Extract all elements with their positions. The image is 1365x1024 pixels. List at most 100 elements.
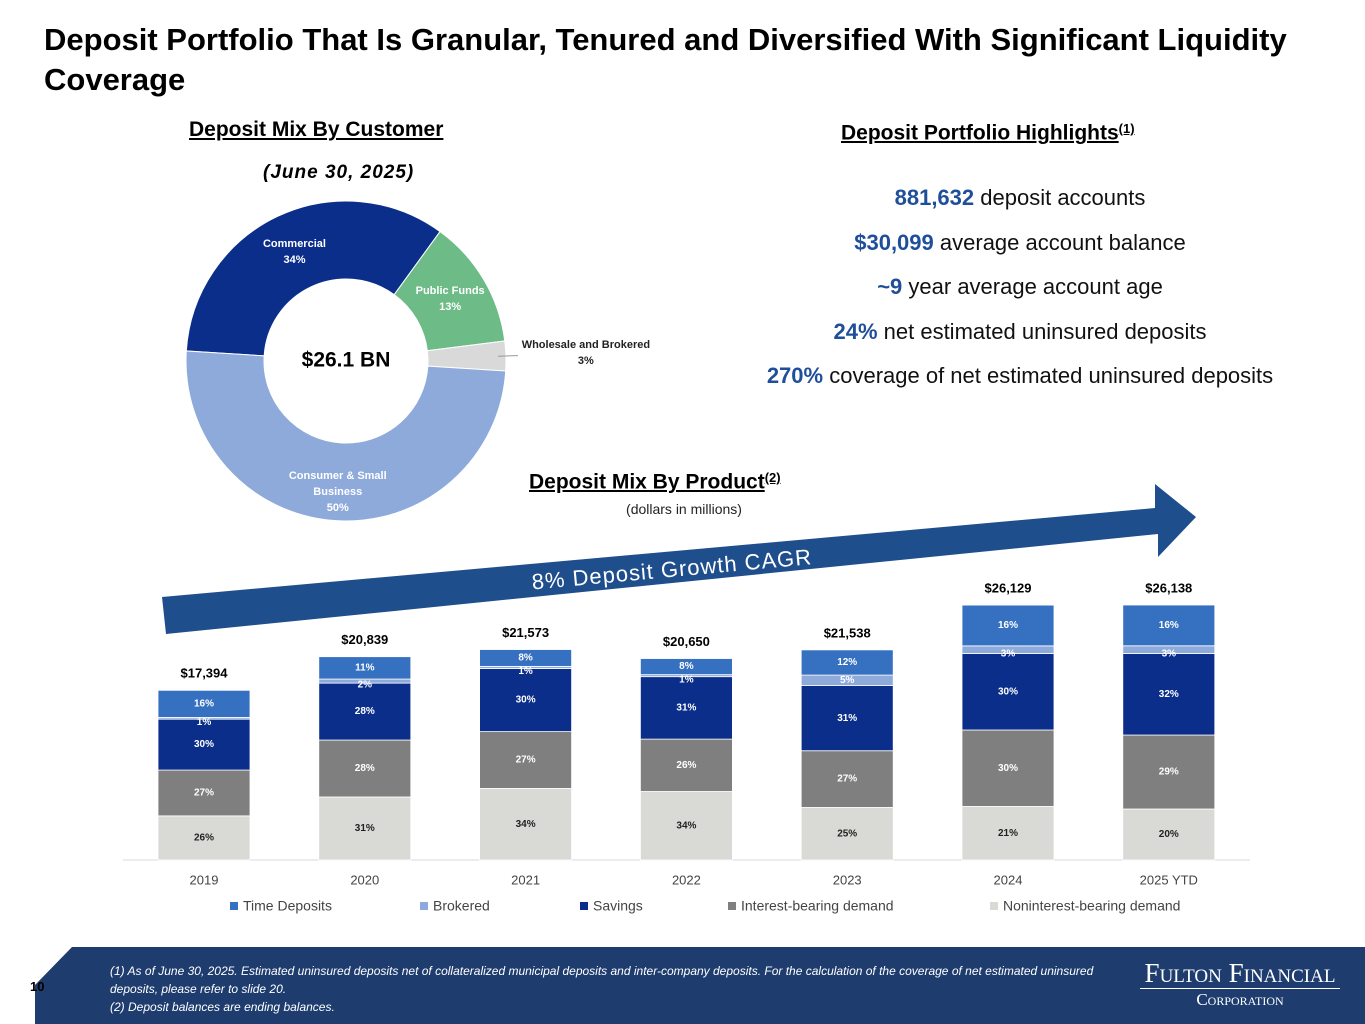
slice-value: 50% bbox=[326, 501, 349, 514]
x-tick-label: 2022 bbox=[672, 872, 701, 887]
segment-label: 1% bbox=[518, 666, 533, 677]
donut-label: Wholesale and Brokered 3% bbox=[521, 337, 651, 369]
segment-label: 27% bbox=[194, 788, 214, 799]
highlight: 270% coverage of net estimated uninsured… bbox=[720, 363, 1320, 389]
highlight-value: 881,632 bbox=[894, 185, 975, 210]
segment-label: 30% bbox=[998, 686, 1018, 697]
bar-segment bbox=[800, 750, 894, 808]
segment-label: 3% bbox=[1162, 648, 1177, 659]
segment-label: 12% bbox=[837, 657, 857, 668]
bar-segment bbox=[157, 815, 251, 861]
footer-corner bbox=[35, 947, 72, 985]
segment-label: 31% bbox=[676, 703, 696, 714]
legend-swatch bbox=[728, 902, 736, 910]
logo: Fulton Financial Corporation bbox=[1140, 958, 1340, 1011]
bar-segment bbox=[800, 685, 894, 752]
segment-label: 27% bbox=[516, 755, 536, 766]
bar-segment bbox=[157, 689, 251, 718]
segment-label: 1% bbox=[679, 674, 694, 685]
bar-segment bbox=[479, 668, 573, 733]
bar-segment bbox=[1122, 653, 1216, 736]
segment-label: 25% bbox=[837, 828, 857, 839]
bar-segment bbox=[961, 653, 1055, 731]
bar-segment bbox=[318, 796, 412, 861]
legend-label: Noninterest-bearing demand bbox=[1003, 898, 1180, 914]
x-tick-label: 2019 bbox=[190, 872, 219, 887]
leader-line bbox=[497, 355, 518, 357]
highlight-text: net estimated uninsured deposits bbox=[883, 318, 1207, 344]
highlight-value: 270% bbox=[766, 363, 824, 388]
logo-line1: Fulton Financial bbox=[1140, 958, 1340, 989]
page-number: 10 bbox=[30, 979, 45, 994]
segment-label: 28% bbox=[355, 763, 375, 774]
donut-subtitle: (June 30, 2025) bbox=[263, 162, 415, 183]
bar-segment bbox=[640, 738, 733, 792]
segment-label: 26% bbox=[194, 833, 214, 844]
slice-name: Public Funds bbox=[415, 285, 485, 298]
bar-segment bbox=[318, 739, 412, 798]
bar-segment bbox=[479, 788, 573, 861]
bar-segment bbox=[1122, 808, 1216, 861]
bar-segment bbox=[961, 806, 1055, 861]
bar-subtitle: (dollars in millions) bbox=[626, 501, 742, 517]
x-tick-label: 2025 YTD bbox=[1140, 872, 1198, 887]
donut-slice bbox=[185, 200, 441, 357]
segment-label: 8% bbox=[679, 661, 694, 672]
slice-value: 13% bbox=[439, 301, 462, 314]
legend-label: Time Deposits bbox=[243, 898, 332, 914]
segment-label: 2% bbox=[358, 680, 373, 691]
segment-label: 11% bbox=[355, 663, 375, 674]
highlight: 881,632 deposit accounts bbox=[720, 185, 1320, 211]
segment-label: 16% bbox=[1159, 620, 1179, 631]
footer-band bbox=[35, 947, 1365, 1024]
segment-label: 28% bbox=[355, 706, 375, 717]
slice-value: 3% bbox=[577, 355, 594, 368]
legend-label: Brokered bbox=[433, 898, 490, 914]
segment-label: 29% bbox=[1159, 767, 1179, 778]
segment-label: 5% bbox=[840, 675, 855, 686]
bar-segment bbox=[640, 791, 733, 861]
slice-name: Consumer & Small Business bbox=[288, 469, 387, 498]
bar-total-label: $26,138 bbox=[1145, 580, 1192, 595]
bar-total-label: $17,394 bbox=[181, 666, 229, 681]
bar-segment bbox=[800, 649, 894, 676]
donut-title: Deposit Mix By Customer bbox=[189, 118, 444, 141]
highlight-value: ~9 bbox=[877, 274, 903, 299]
x-tick-label: 2024 bbox=[994, 872, 1023, 887]
bar-segment bbox=[318, 656, 412, 680]
donut-center-label: $26.1 BN bbox=[302, 349, 391, 372]
highlight: ~9 year average account age bbox=[720, 274, 1320, 300]
highlights-title: Deposit Portfolio Highlights bbox=[841, 121, 1119, 145]
footnote: (2) Deposit balances are ending balances… bbox=[110, 1000, 335, 1014]
segment-label: 20% bbox=[1159, 829, 1179, 840]
highlight-text: deposit accounts bbox=[980, 185, 1146, 210]
footnotes: (1) As of June 30, 2025. Estimated unins… bbox=[110, 962, 1120, 1016]
footnote: (1) As of June 30, 2025. Estimated unins… bbox=[110, 964, 1094, 996]
bar-segment bbox=[640, 676, 733, 740]
bar-segment bbox=[961, 604, 1055, 647]
bar-total-label: $20,650 bbox=[663, 634, 710, 649]
bar-segment bbox=[157, 718, 251, 771]
legend-label: Savings bbox=[593, 898, 643, 914]
x-tick-label: 2020 bbox=[350, 872, 379, 887]
slice-name: Wholesale and Brokered bbox=[521, 339, 651, 352]
highlights-note: (1) bbox=[1118, 121, 1135, 136]
donut-label: Commercial 34% bbox=[229, 236, 359, 268]
legend-label: Interest-bearing demand bbox=[741, 898, 894, 914]
legend-swatch bbox=[580, 902, 588, 910]
slice-value: 34% bbox=[283, 253, 306, 266]
segment-label: 26% bbox=[676, 760, 696, 771]
bar-segment bbox=[1122, 604, 1216, 647]
legend-swatch bbox=[990, 902, 998, 910]
bar-segment bbox=[157, 769, 251, 817]
highlight: 24% net estimated uninsured deposits bbox=[720, 319, 1320, 345]
legend-swatch bbox=[230, 902, 238, 910]
bar-total-label: $20,839 bbox=[341, 632, 388, 647]
donut-slice bbox=[185, 350, 507, 522]
highlight-value: $30,099 bbox=[854, 229, 934, 255]
bar-segment bbox=[479, 649, 573, 667]
segment-label: 31% bbox=[355, 823, 375, 834]
segment-label: 27% bbox=[837, 774, 857, 785]
